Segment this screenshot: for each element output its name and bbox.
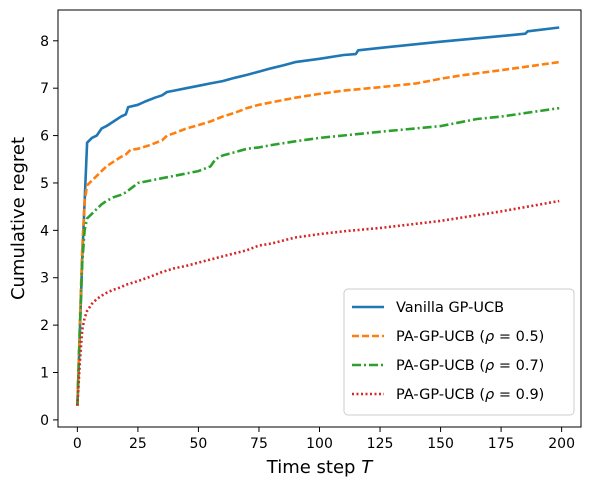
x-tick-label: 175: [488, 436, 515, 452]
x-axis-label-symbol: T: [361, 457, 374, 478]
y-tick-label: 0: [40, 413, 49, 429]
y-tick-label: 1: [40, 366, 49, 382]
x-tick-label: 0: [73, 436, 82, 452]
y-tick-label: 4: [40, 223, 49, 239]
y-tick-label: 7: [40, 81, 49, 97]
legend-label-1: Vanilla GP-UCB: [396, 300, 504, 316]
x-axis-label: Time step T: [266, 457, 374, 478]
x-tick-label: 200: [548, 436, 575, 452]
x-tick-label: 100: [306, 436, 333, 452]
series-line-4: [76, 199, 560, 406]
legend-label-4: PA-GP-UCB (ρ = 0.9): [396, 387, 544, 403]
legend: Vanilla GP-UCB PA-GP-UCB (ρ = 0.5) PA-GP-U…: [343, 288, 575, 416]
plot-lines: [76, 26, 560, 406]
legend-label-3: PA-GP-UCB (ρ = 0.7): [396, 358, 544, 374]
y-tick-label: 5: [40, 176, 49, 192]
y-axis-label: Cumulative regret: [8, 137, 29, 300]
x-axis-label-text: Time step: [266, 457, 356, 478]
x-tick-label: 25: [129, 436, 147, 452]
series-line-2: [76, 60, 560, 406]
series-line-3: [76, 106, 560, 406]
series-line-1: [76, 26, 560, 406]
legend-box: [343, 288, 575, 416]
y-tick-label: 2: [40, 318, 49, 334]
x-tick-label: 50: [190, 436, 208, 452]
y-axis-ticks: 0 1 2 3 4 5 6 7 8: [40, 34, 58, 429]
y-tick-label: 8: [40, 34, 49, 50]
y-tick-label: 6: [40, 129, 49, 145]
y-tick-label: 3: [40, 271, 49, 287]
x-tick-label: 75: [250, 436, 268, 452]
x-tick-label: 125: [367, 436, 394, 452]
x-axis-ticks: 0 25 50 75 100 125 150 175 200: [73, 427, 575, 452]
legend-label-2: PA-GP-UCB (ρ = 0.5): [396, 329, 544, 345]
x-tick-label: 150: [427, 436, 454, 452]
